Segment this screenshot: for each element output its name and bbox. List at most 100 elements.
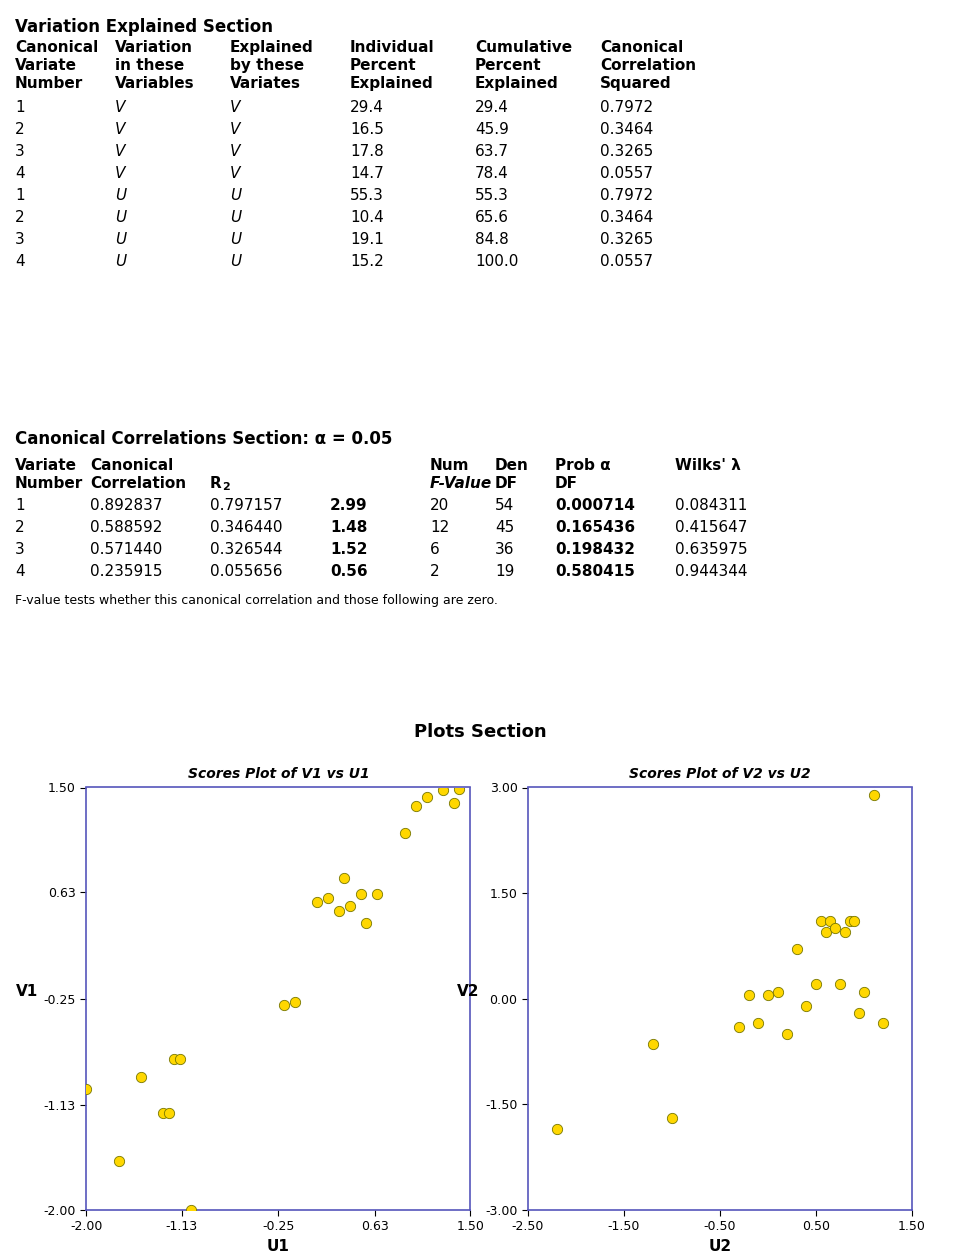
- Text: Explained: Explained: [230, 40, 314, 55]
- Text: Correlation: Correlation: [90, 476, 186, 491]
- Text: 55.3: 55.3: [475, 188, 509, 203]
- Text: 14.7: 14.7: [350, 166, 384, 181]
- Text: 1.48: 1.48: [330, 520, 368, 536]
- Text: U: U: [115, 188, 126, 203]
- Text: 45: 45: [495, 520, 515, 536]
- Text: 4: 4: [15, 166, 25, 181]
- Point: [664, 1108, 680, 1128]
- Text: R: R: [210, 476, 222, 491]
- Text: 3: 3: [15, 542, 25, 557]
- Text: Plots Section: Plots Section: [414, 723, 546, 741]
- Text: DF: DF: [555, 476, 578, 491]
- Text: 4: 4: [15, 255, 25, 268]
- Point: [331, 901, 347, 921]
- Text: DF: DF: [495, 476, 518, 491]
- Point: [172, 1048, 187, 1068]
- Point: [435, 780, 450, 800]
- Text: 0.580415: 0.580415: [555, 564, 635, 580]
- Text: 0.346440: 0.346440: [210, 520, 282, 536]
- Point: [760, 985, 776, 1005]
- Text: Den: Den: [495, 457, 529, 472]
- Point: [852, 1003, 867, 1023]
- Text: 19: 19: [495, 564, 515, 580]
- Text: 0.165436: 0.165436: [555, 520, 636, 536]
- Text: by these: by these: [230, 58, 304, 73]
- Text: 0.3464: 0.3464: [600, 122, 653, 137]
- Text: U: U: [115, 232, 126, 247]
- Text: 6: 6: [430, 542, 440, 557]
- Text: Scores Plot of V1 vs U1: Scores Plot of V1 vs U1: [187, 767, 370, 781]
- Text: 1: 1: [15, 498, 25, 513]
- Point: [183, 1200, 199, 1220]
- Text: 4: 4: [15, 564, 25, 580]
- Text: U: U: [115, 255, 126, 268]
- Text: U: U: [230, 232, 241, 247]
- Point: [751, 1013, 766, 1033]
- X-axis label: U2: U2: [708, 1239, 732, 1254]
- Text: F-value tests whether this canonical correlation and those following are zero.: F-value tests whether this canonical cor…: [15, 593, 498, 607]
- Text: 36: 36: [495, 542, 515, 557]
- Text: 0.571440: 0.571440: [90, 542, 162, 557]
- Text: 0.635975: 0.635975: [675, 542, 748, 557]
- Point: [156, 1102, 171, 1123]
- Text: Canonical: Canonical: [15, 40, 98, 55]
- Text: 55.3: 55.3: [350, 188, 384, 203]
- Text: V: V: [115, 144, 126, 159]
- Point: [645, 1034, 660, 1055]
- Text: 29.4: 29.4: [475, 100, 509, 115]
- Point: [309, 892, 324, 912]
- Text: V: V: [115, 122, 126, 137]
- Point: [370, 883, 385, 903]
- Point: [799, 995, 814, 1016]
- Text: 0.326544: 0.326544: [210, 542, 282, 557]
- Text: 29.4: 29.4: [350, 100, 384, 115]
- Text: Number: Number: [15, 476, 84, 491]
- Point: [876, 1013, 891, 1033]
- Point: [789, 939, 804, 959]
- Text: 0.7972: 0.7972: [600, 188, 653, 203]
- Text: Canonical: Canonical: [90, 457, 173, 472]
- Text: 2.99: 2.99: [330, 498, 368, 513]
- Text: 15.2: 15.2: [350, 255, 384, 268]
- Point: [856, 982, 872, 1002]
- Text: U: U: [115, 210, 126, 226]
- Text: Variate: Variate: [15, 58, 77, 73]
- Text: U: U: [230, 188, 241, 203]
- Text: 0.084311: 0.084311: [675, 498, 748, 513]
- Text: 0.797157: 0.797157: [210, 498, 282, 513]
- Point: [452, 779, 468, 799]
- Point: [111, 1152, 127, 1172]
- Point: [79, 1079, 94, 1099]
- Point: [732, 1017, 747, 1037]
- Y-axis label: V1: V1: [15, 984, 38, 998]
- Text: 84.8: 84.8: [475, 232, 509, 247]
- Text: 0.588592: 0.588592: [90, 520, 162, 536]
- Text: Variation: Variation: [115, 40, 193, 55]
- Point: [549, 1119, 564, 1139]
- Text: 1: 1: [15, 100, 25, 115]
- Text: Canonical: Canonical: [600, 40, 684, 55]
- Text: 2: 2: [15, 210, 25, 226]
- Point: [133, 1067, 149, 1087]
- Point: [823, 911, 838, 931]
- Point: [832, 974, 848, 994]
- Text: 10.4: 10.4: [350, 210, 384, 226]
- Text: Correlation: Correlation: [600, 58, 696, 73]
- Point: [396, 823, 412, 843]
- Point: [741, 985, 756, 1005]
- Text: 0.892837: 0.892837: [90, 498, 162, 513]
- Text: in these: in these: [115, 58, 184, 73]
- Point: [808, 974, 824, 994]
- Text: Variate: Variate: [15, 457, 77, 472]
- Text: Prob α: Prob α: [555, 457, 611, 472]
- Point: [770, 982, 785, 1002]
- Text: Percent: Percent: [475, 58, 541, 73]
- Text: Num: Num: [430, 457, 469, 472]
- Point: [353, 883, 369, 903]
- Point: [866, 785, 881, 805]
- Point: [276, 994, 292, 1014]
- Text: 0.415647: 0.415647: [675, 520, 748, 536]
- Point: [847, 911, 862, 931]
- Text: 3: 3: [15, 232, 25, 247]
- Text: 2: 2: [222, 483, 229, 491]
